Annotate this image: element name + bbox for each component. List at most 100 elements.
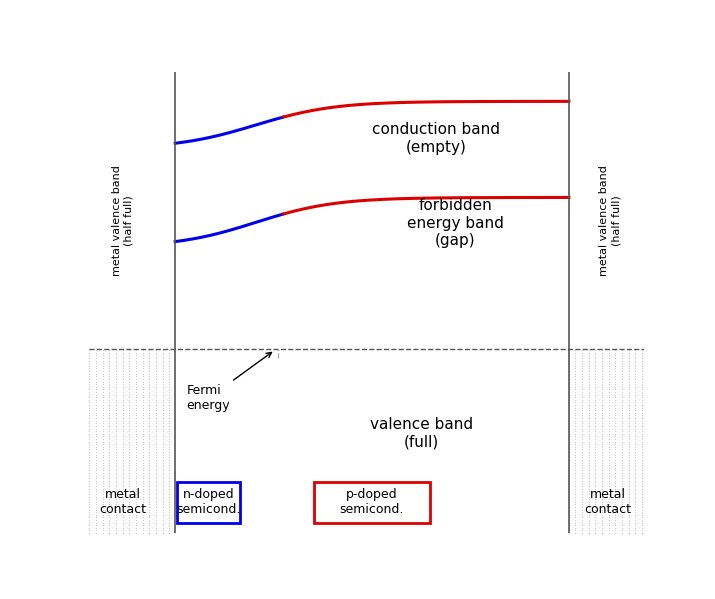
Point (590, 403, 601, 413)
Point (629, 413, 641, 423)
Point (117, 419, 129, 428)
Point (150, 382, 162, 392)
Point (590, 492, 601, 501)
Point (124, 521, 135, 530)
Point (104, 400, 115, 410)
Point (104, 348, 115, 358)
Point (596, 379, 608, 389)
Point (150, 346, 162, 355)
Point (164, 442, 175, 452)
Point (636, 374, 648, 384)
Point (563, 500, 574, 509)
Point (84, 450, 95, 459)
Point (629, 432, 641, 441)
Point (164, 421, 175, 431)
Point (117, 515, 129, 525)
Point (629, 492, 641, 501)
Point (104, 408, 115, 418)
Point (117, 403, 129, 413)
Point (576, 413, 588, 423)
Point (130, 403, 142, 413)
Point (576, 450, 588, 459)
Point (583, 507, 594, 517)
Point (590, 458, 601, 467)
Point (603, 452, 614, 462)
Point (576, 440, 588, 449)
Point (570, 447, 581, 457)
Point (164, 473, 175, 483)
Point (563, 523, 574, 533)
Point (590, 523, 601, 533)
Point (623, 450, 634, 459)
Point (84, 452, 95, 462)
Point (150, 476, 162, 486)
Point (137, 423, 148, 433)
Point (590, 395, 601, 404)
Point (137, 421, 148, 431)
Point (164, 377, 175, 386)
Point (609, 385, 621, 394)
Point (616, 452, 628, 462)
Point (104, 492, 115, 501)
Point (90, 423, 102, 433)
Point (124, 526, 135, 536)
Point (117, 458, 129, 467)
Point (570, 492, 581, 501)
Point (110, 489, 122, 499)
Point (144, 481, 155, 491)
Point (117, 450, 129, 459)
Point (596, 481, 608, 491)
Point (90, 479, 102, 488)
Point (117, 528, 129, 538)
Point (563, 518, 574, 528)
Point (623, 353, 634, 363)
Point (144, 390, 155, 400)
Point (117, 411, 129, 420)
Point (603, 356, 614, 365)
Point (157, 450, 168, 459)
Point (603, 423, 614, 433)
Point (124, 518, 135, 528)
Point (104, 447, 115, 457)
Point (117, 408, 129, 418)
Point (570, 369, 581, 379)
Point (130, 444, 142, 454)
Point (623, 432, 634, 441)
Point (616, 385, 628, 394)
Point (603, 374, 614, 384)
Point (137, 465, 148, 475)
Point (137, 382, 148, 392)
Point (583, 398, 594, 407)
Point (570, 408, 581, 418)
Point (144, 455, 155, 465)
Point (576, 408, 588, 418)
Point (576, 518, 588, 528)
Point (623, 458, 634, 467)
Point (150, 379, 162, 389)
Point (157, 395, 168, 404)
Point (110, 486, 122, 496)
Point (603, 468, 614, 478)
Point (583, 481, 594, 491)
Point (124, 406, 135, 415)
Point (124, 500, 135, 509)
Point (90, 473, 102, 483)
Point (583, 452, 594, 462)
Point (124, 400, 135, 410)
Point (144, 398, 155, 407)
Point (576, 371, 588, 381)
Point (609, 484, 621, 494)
Point (629, 403, 641, 413)
Point (629, 364, 641, 373)
Point (570, 406, 581, 415)
Point (137, 452, 148, 462)
Point (157, 523, 168, 533)
Point (590, 432, 601, 441)
Point (596, 505, 608, 515)
Point (563, 513, 574, 522)
Point (117, 377, 129, 386)
Point (570, 497, 581, 507)
Point (130, 369, 142, 379)
Point (596, 440, 608, 449)
Point (90, 513, 102, 522)
